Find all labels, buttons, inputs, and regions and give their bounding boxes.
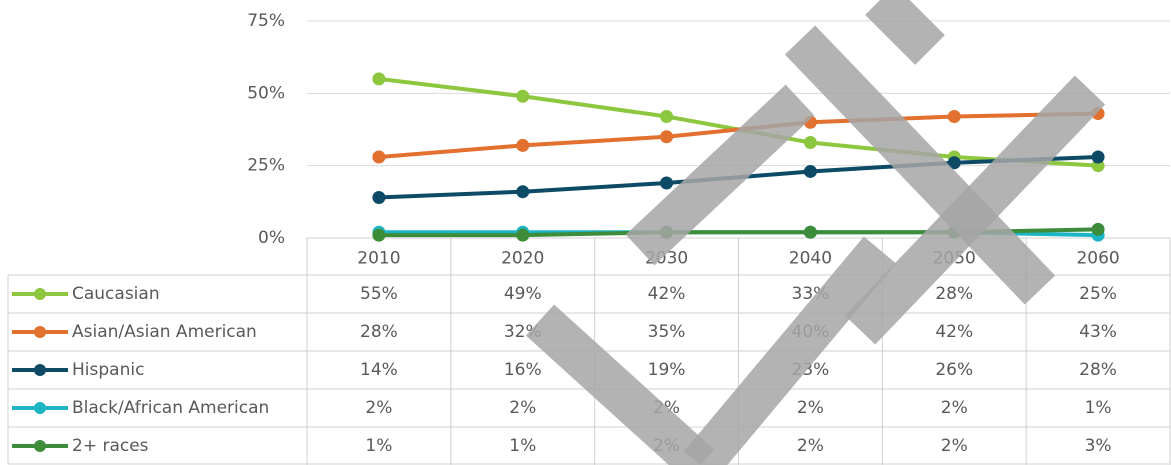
point bbox=[660, 109, 674, 123]
table-cell: 2% bbox=[797, 436, 824, 456]
point bbox=[660, 176, 674, 190]
table-cell: 28% bbox=[360, 322, 398, 342]
point bbox=[516, 138, 530, 152]
table-cell: 2% bbox=[797, 398, 824, 418]
table-cell: 43% bbox=[1079, 322, 1117, 342]
legend-label: Black/African American bbox=[72, 398, 269, 418]
y-tick-label: 50% bbox=[247, 83, 285, 103]
watermark-stroke bbox=[625, 84, 815, 266]
point bbox=[372, 150, 386, 164]
point bbox=[803, 136, 817, 150]
table-cell: 14% bbox=[360, 360, 398, 380]
watermark-stroke bbox=[784, 25, 1056, 305]
table-cell: 28% bbox=[935, 284, 973, 304]
legend-key-marker bbox=[34, 326, 46, 338]
point bbox=[372, 72, 386, 86]
legend-label: Caucasian bbox=[72, 284, 160, 304]
point bbox=[516, 228, 530, 242]
point bbox=[947, 156, 961, 170]
table-cell: 26% bbox=[935, 360, 973, 380]
table-cell: 1% bbox=[509, 436, 536, 456]
point bbox=[803, 225, 817, 239]
table-cell: 28% bbox=[1079, 360, 1117, 380]
x-tick-label: 2010 bbox=[357, 249, 400, 269]
table-cell: 55% bbox=[360, 284, 398, 304]
watermark-stroke bbox=[683, 236, 897, 465]
point bbox=[516, 89, 530, 103]
table-cell: 25% bbox=[1079, 284, 1117, 304]
y-tick-label: 25% bbox=[247, 156, 285, 176]
legend-label: Asian/Asian American bbox=[72, 322, 257, 342]
table-cell: 2% bbox=[941, 398, 968, 418]
legend-key-marker bbox=[34, 440, 46, 452]
watermark bbox=[525, 0, 1106, 465]
legend-key-marker bbox=[34, 402, 46, 414]
table-cell: 1% bbox=[1085, 398, 1112, 418]
watermark-stroke bbox=[865, 0, 945, 65]
point bbox=[803, 164, 817, 178]
point bbox=[372, 190, 386, 204]
table-cell: 2% bbox=[365, 398, 392, 418]
point bbox=[660, 130, 674, 144]
legend-key-marker bbox=[34, 288, 46, 300]
point bbox=[1091, 150, 1105, 164]
table-cell: 35% bbox=[648, 322, 686, 342]
table-cell: 16% bbox=[504, 360, 542, 380]
table-cell: 42% bbox=[648, 284, 686, 304]
watermark-stroke bbox=[525, 304, 715, 465]
table-cell: 2% bbox=[941, 436, 968, 456]
table-cell: 19% bbox=[648, 360, 686, 380]
y-tick-label: 75% bbox=[247, 11, 285, 31]
legend-key-marker bbox=[34, 364, 46, 376]
x-tick-label: 2060 bbox=[1076, 249, 1119, 269]
point bbox=[1091, 222, 1105, 236]
table-cell: 49% bbox=[504, 284, 542, 304]
table-cell: 1% bbox=[365, 436, 392, 456]
x-tick-label: 2040 bbox=[789, 249, 832, 269]
point bbox=[516, 185, 530, 199]
y-tick-label: 0% bbox=[258, 228, 285, 248]
point bbox=[372, 228, 386, 242]
table-cell: 3% bbox=[1085, 436, 1112, 456]
legend-label: 2+ races bbox=[72, 436, 149, 456]
table-cell: 42% bbox=[935, 322, 973, 342]
point bbox=[947, 109, 961, 123]
table-cell: 2% bbox=[509, 398, 536, 418]
x-tick-label: 2020 bbox=[501, 249, 544, 269]
legend-label: Hispanic bbox=[72, 360, 144, 380]
